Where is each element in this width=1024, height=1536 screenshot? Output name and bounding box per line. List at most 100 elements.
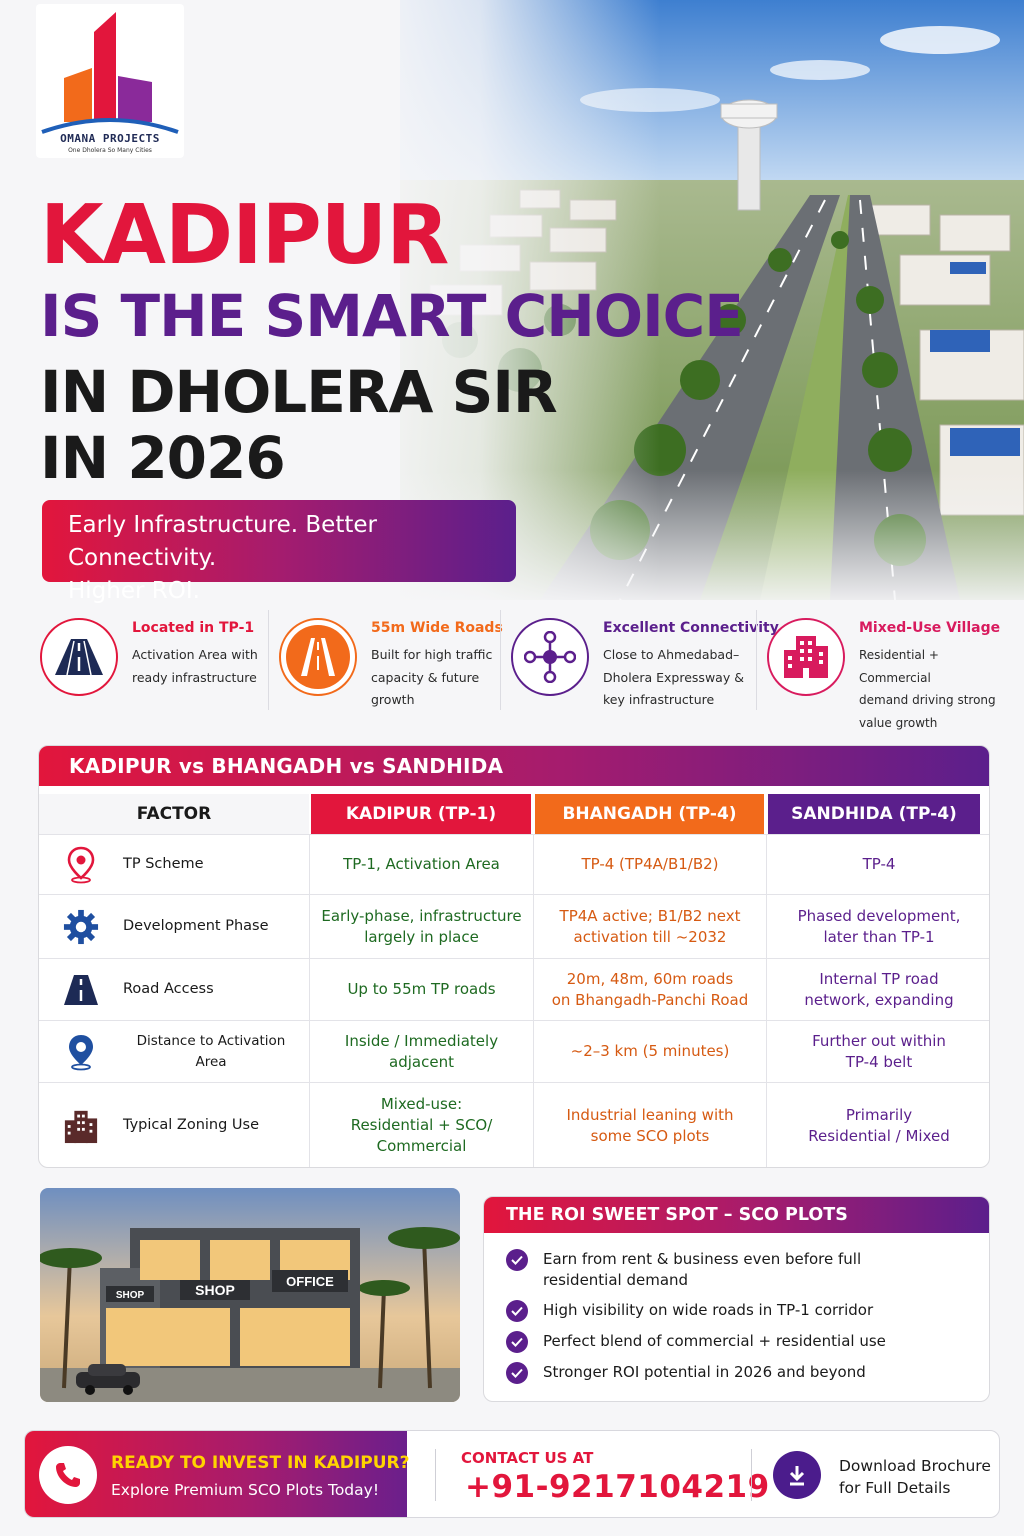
row-factor: Road Access: [123, 981, 214, 997]
feature-desc-line: value growth: [859, 715, 938, 730]
cell-line: Inside / Immediately: [344, 1031, 499, 1050]
table-row: TP Scheme TP-1, Activation Area TP-4 (TP…: [39, 834, 989, 894]
header-kadipur: KADIPUR (TP-1): [311, 794, 531, 834]
tagline-line1: Early Infrastructure. Better Connectivit…: [68, 512, 377, 571]
cell-sandhida: Phased development, later than TP-1: [766, 895, 989, 958]
cell-line: TP-4: [862, 855, 896, 873]
road-icon: [63, 970, 99, 1010]
cell-bhangadh: TP4A active; B1/B2 next activation till ~…: [533, 895, 766, 958]
cell-line: Up to 55m TP roads: [347, 980, 496, 998]
cell-line: Phased development,: [797, 906, 961, 925]
comparison-title: KADIPUR vs BHANGADH vs SANDHIDA: [39, 746, 989, 786]
map-pin-icon: [63, 1032, 99, 1072]
cell-kadipur: Early-phase, infrastructure largely in pl…: [309, 895, 533, 958]
cell-line: TP-4 (TP4A/B1/B2): [581, 855, 719, 873]
feature-title: 55m Wide Roads: [371, 620, 503, 636]
headline-smart-choice: IS THE SMART CHOICE: [40, 282, 744, 350]
logo-mark-icon: [41, 12, 179, 134]
contact-label: CONTACT US AT: [461, 1449, 594, 1467]
buildings-icon: [767, 618, 845, 696]
highway-icon: [279, 618, 357, 696]
cta-question: READY TO INVEST IN KADIPUR?: [111, 1453, 410, 1473]
cell-line: TP4A active; B1/B2 next: [559, 906, 741, 925]
cell-line: TP-4 belt: [845, 1052, 913, 1071]
roi-item-line: Stronger ROI potential in 2026 and beyon…: [543, 1363, 866, 1381]
list-item: Stronger ROI potential in 2026 and beyon…: [506, 1362, 866, 1384]
cell-line: 20m, 48m, 60m roads: [566, 969, 734, 988]
table-row: Development Phase Early-phase, infrastru…: [39, 894, 989, 958]
table-row: Typical Zoning Use Mixed-use: Residential…: [39, 1082, 989, 1167]
row-factor: TP Scheme: [123, 856, 204, 872]
hero-tagline-banner: Early Infrastructure. Better Connectivit…: [42, 500, 516, 604]
divider: [751, 1449, 752, 1501]
feature-desc-line: Close to Ahmedabad–: [603, 647, 740, 662]
check-icon: [506, 1331, 528, 1353]
cell-kadipur: Inside / Immediately adjacent: [309, 1021, 533, 1082]
cell-line: network, expanding: [804, 990, 954, 1009]
cell-line: Internal TP road: [819, 969, 939, 988]
cell-line: Primarily: [845, 1105, 913, 1124]
feature-title: Excellent Connectivity: [603, 620, 779, 636]
header-sandhida: SANDHIDA (TP-4): [768, 794, 980, 834]
table-row: Distance to Activation Area Inside / Imm…: [39, 1020, 989, 1082]
header-factor: FACTOR: [39, 794, 309, 834]
contact-phone-link[interactable]: +91-9217104219: [465, 1469, 770, 1505]
cta-subtext: Explore Premium SCO Plots Today!: [111, 1481, 380, 1499]
comparison-table: KADIPUR vs BHANGADH vs SANDHIDA FACTOR K…: [38, 745, 990, 1168]
cell-line: adjacent: [389, 1052, 454, 1071]
brand-name: OMANA PROJECTS: [60, 132, 160, 145]
check-icon: [506, 1249, 528, 1271]
cell-line: Further out within: [812, 1031, 946, 1050]
headline-dholera: IN DHOLERA SIR: [40, 358, 558, 426]
network-icon: [511, 618, 589, 696]
sign-shop: SHOP: [195, 1282, 235, 1298]
cell-line: later than TP-1: [823, 927, 935, 946]
roi-item-line: Earn from rent & business even before fu…: [543, 1250, 862, 1268]
feature-desc-line: Dholera Expressway &: [603, 669, 744, 685]
cell-bhangadh: 20m, 48m, 60m roads on Bhangadh-Panchi Ro…: [533, 959, 766, 1020]
download-line2: for Full Details: [839, 1479, 951, 1497]
feature-desc: Activation Area with ready infrastructur…: [132, 644, 258, 689]
cell-line: largely in place: [364, 927, 479, 946]
download-line1: Download Brochure: [839, 1457, 991, 1475]
sign-shop-left: SHOP: [116, 1290, 145, 1301]
row-factor: Distance to Activation Area: [136, 1032, 286, 1070]
phone-icon[interactable]: [39, 1446, 97, 1504]
sign-office: OFFICE: [286, 1274, 334, 1289]
cell-sandhida: Further out within TP-4 belt: [766, 1021, 989, 1082]
feature-desc: Residential + Commercial demand driving …: [859, 644, 1000, 734]
tagline-line2: Higher ROI.: [68, 578, 200, 604]
cell-kadipur: TP-1, Activation Area: [309, 835, 533, 894]
feature-desc-line: key infrastructure: [603, 692, 715, 707]
cell-line: Early-phase, infrastructure: [321, 906, 522, 925]
cell-line: Commercial: [376, 1137, 467, 1155]
cell-line: Mixed-use:: [380, 1095, 463, 1113]
cell-bhangadh: ~2–3 km (5 minutes): [533, 1021, 766, 1082]
cta-bar: READY TO INVEST IN KADIPUR? Explore Prem…: [24, 1430, 1000, 1518]
roi-item-line: Perfect blend of commercial + residentia…: [543, 1332, 886, 1350]
sco-building-image: SHOP OFFICE SHOP: [40, 1188, 460, 1402]
check-icon: [506, 1300, 528, 1322]
cell-kadipur: Up to 55m TP roads: [309, 959, 533, 1020]
cell-line: Residential + SCO/: [350, 1116, 493, 1134]
cell-line: ~2–3 km (5 minutes): [570, 1042, 730, 1060]
feature-desc: Built for high traffic capacity & future…: [371, 644, 492, 712]
list-item: Earn from rent & business even before fu…: [506, 1249, 861, 1291]
divider: [435, 1449, 436, 1501]
cta-invest-banner[interactable]: READY TO INVEST IN KADIPUR? Explore Prem…: [25, 1431, 410, 1517]
feature-desc-line: Built for high traffic: [371, 647, 493, 662]
cell-bhangadh: Industrial leaning with some SCO plots: [533, 1083, 766, 1167]
download-brochure-link[interactable]: Download Brochure for Full Details: [839, 1455, 991, 1499]
feature-desc-line: Activation Area with: [132, 647, 258, 662]
cell-sandhida: TP-4: [766, 835, 989, 894]
brand-logo: OMANA PROJECTS One Dholera So Many Citie…: [36, 4, 184, 158]
feature-title: Mixed-Use Village: [859, 620, 1001, 636]
feature-wide-roads: 55m Wide Roads Built for high traffic ca…: [268, 610, 503, 712]
cell-line: activation till ~2032: [573, 927, 727, 946]
roi-title: THE ROI SWEET SPOT – SCO PLOTS: [484, 1197, 989, 1233]
feature-desc-line: growth: [371, 692, 415, 707]
list-item: Perfect blend of commercial + residentia…: [506, 1331, 886, 1353]
download-icon[interactable]: [773, 1451, 821, 1499]
road-icon: [40, 618, 118, 696]
